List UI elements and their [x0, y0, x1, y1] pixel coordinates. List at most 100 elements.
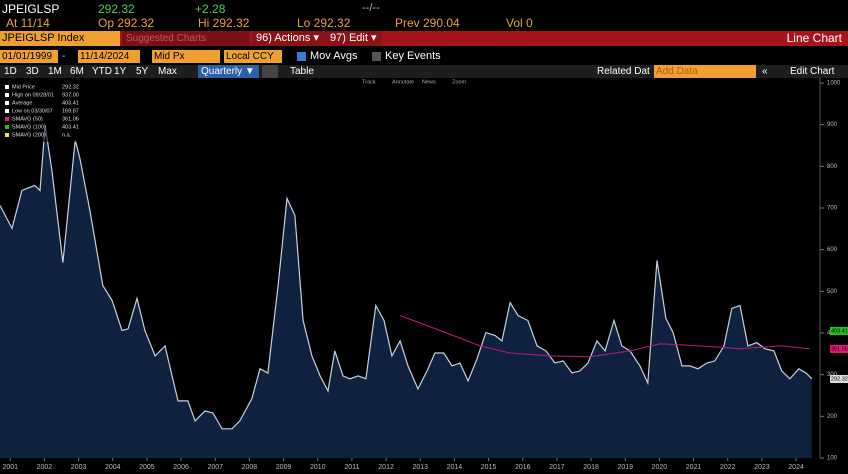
edit-menu[interactable]: 97) Edit ▾ — [326, 31, 382, 46]
high: Hi 292.32 — [198, 16, 250, 30]
chart-tool[interactable]: Annotate — [392, 79, 414, 85]
open: Op 292.32 — [98, 16, 155, 30]
legend-value: 169.87 — [62, 108, 79, 114]
legend-name: SMAVG (100) — [12, 124, 46, 130]
x-tick-label: 2017 — [549, 464, 565, 471]
legend-value: 403.41 — [62, 124, 79, 130]
volume: Vol 0 — [506, 16, 533, 30]
legend-name: Mid Price — [12, 84, 35, 90]
value-tag-box — [830, 345, 848, 353]
last-price: 292.32 — [98, 2, 135, 16]
range-button[interactable]: 1Y — [114, 66, 127, 77]
as-of: At 11/14 — [6, 16, 50, 30]
range-button[interactable]: 1M — [48, 66, 62, 77]
table-button[interactable]: Table — [290, 66, 314, 77]
x-tick-label: 2014 — [447, 464, 463, 471]
range-button[interactable]: 5Y — [136, 66, 149, 77]
related-data[interactable]: Related Dat — [597, 66, 650, 77]
legend-name: SMAVG (50) — [12, 116, 43, 122]
legend-name: High on 09/28/01 — [12, 92, 54, 98]
table-icon[interactable] — [262, 65, 278, 78]
chart: 1002003004005006007008009001000200120022… — [0, 78, 848, 471]
moving-average-line — [399, 315, 810, 358]
menu-bar: JPEIGLSP Index Suggested Charts 96) Acti… — [0, 31, 848, 46]
x-tick-label: 2004 — [105, 464, 121, 471]
y-tick-label: 200 — [827, 414, 838, 420]
add-data-field[interactable]: Add Data — [654, 65, 756, 78]
value-tag-box — [830, 375, 848, 383]
mov-avgs-checkbox[interactable] — [297, 52, 306, 61]
value-tag: 361.06 — [831, 346, 848, 352]
legend-value: n.a. — [62, 132, 72, 138]
legend-marker — [5, 85, 9, 89]
range-button[interactable]: YTD — [92, 66, 112, 77]
date-separator: - — [62, 51, 66, 62]
x-tick-label: 2008 — [242, 464, 258, 471]
x-tick-label: 2016 — [515, 464, 531, 471]
prev-close: Prev 290.04 — [395, 16, 460, 30]
start-date[interactable]: 01/01/1999 — [0, 50, 58, 63]
quote-header: JPEIGLSP 292.32 +2.28 --/-- At 11/14 Op … — [0, 0, 848, 30]
x-tick-label: 2003 — [71, 464, 87, 471]
x-tick-label: 2023 — [754, 464, 770, 471]
collapse-icon[interactable]: « — [762, 66, 768, 77]
x-tick-label: 2011 — [344, 464, 359, 471]
legend-value: 403.41 — [62, 100, 79, 106]
low: Lo 292.32 — [297, 16, 351, 30]
x-tick-label: 2007 — [207, 464, 223, 471]
range-button[interactable]: Max — [158, 66, 177, 77]
x-tick-label: 2002 — [37, 464, 53, 471]
area-fill — [0, 125, 812, 458]
chart-tool[interactable]: News — [422, 79, 436, 85]
legend-value: 937.00 — [62, 92, 79, 98]
legend-name: Low on 03/30/07 — [12, 108, 53, 114]
x-tick-label: 2024 — [788, 464, 804, 471]
y-tick-label: 900 — [827, 122, 838, 128]
range-button[interactable]: 6M — [70, 66, 84, 77]
legend-marker — [5, 133, 9, 137]
x-tick-label: 2009 — [276, 464, 292, 471]
price-line — [0, 125, 813, 430]
x-tick-label: 2022 — [720, 464, 736, 471]
legend: Mid Price 292.32 High on 09/28/01 937.00 Ave… — [2, 82, 96, 142]
settings-bar: 01/01/1999 - 11/14/2024 Mid Px Local CCY… — [0, 50, 848, 64]
y-tick-label: 1000 — [827, 81, 841, 87]
range-button[interactable]: 1D — [4, 66, 17, 77]
legend-marker — [5, 101, 9, 105]
chart-tool[interactable]: Track — [362, 79, 376, 85]
currency-select[interactable]: Local CCY — [224, 50, 282, 63]
security-field[interactable]: JPEIGLSP Index — [0, 31, 120, 46]
legend-box — [2, 82, 96, 142]
chart-type: Line Chart — [786, 31, 842, 45]
legend-marker — [5, 93, 9, 97]
x-tick-label: 2012 — [378, 464, 394, 471]
legend-name: SMAVG (200) — [12, 132, 46, 138]
x-tick-label: 2005 — [139, 464, 155, 471]
period-select[interactable]: Quarterly ▼ — [198, 65, 259, 78]
y-tick-label: 800 — [827, 164, 838, 170]
y-tick-label: 600 — [827, 247, 838, 253]
range-toolbar: Quarterly ▼ Table Related Dat Add Data «… — [0, 65, 848, 78]
x-tick-label: 2021 — [686, 464, 702, 471]
chart-tool[interactable]: Zoom — [452, 79, 466, 85]
end-date[interactable]: 11/14/2024 — [78, 50, 140, 63]
value-tag: 403.41 — [831, 328, 848, 334]
field-select[interactable]: Mid Px — [152, 50, 220, 63]
x-tick-label: 2001 — [2, 464, 18, 471]
y-tick-label: 700 — [827, 206, 838, 212]
x-tick-label: 2013 — [412, 464, 428, 471]
quote-time: --/-- — [362, 2, 380, 14]
legend-marker — [5, 109, 9, 113]
x-tick-label: 2018 — [583, 464, 599, 471]
legend-value: 292.32 — [62, 84, 79, 90]
key-events-checkbox[interactable] — [372, 52, 381, 61]
range-button[interactable]: 3D — [26, 66, 39, 77]
x-tick-label: 2019 — [617, 464, 633, 471]
actions-menu[interactable]: 96) Actions ▾ — [252, 31, 326, 46]
mov-avgs-label: Mov Avgs — [310, 50, 358, 62]
edit-chart[interactable]: Edit Chart — [790, 66, 835, 77]
legend-marker — [5, 125, 9, 129]
value-tag: 292.32 — [831, 376, 848, 382]
suggested-charts[interactable]: Suggested Charts — [122, 31, 250, 46]
